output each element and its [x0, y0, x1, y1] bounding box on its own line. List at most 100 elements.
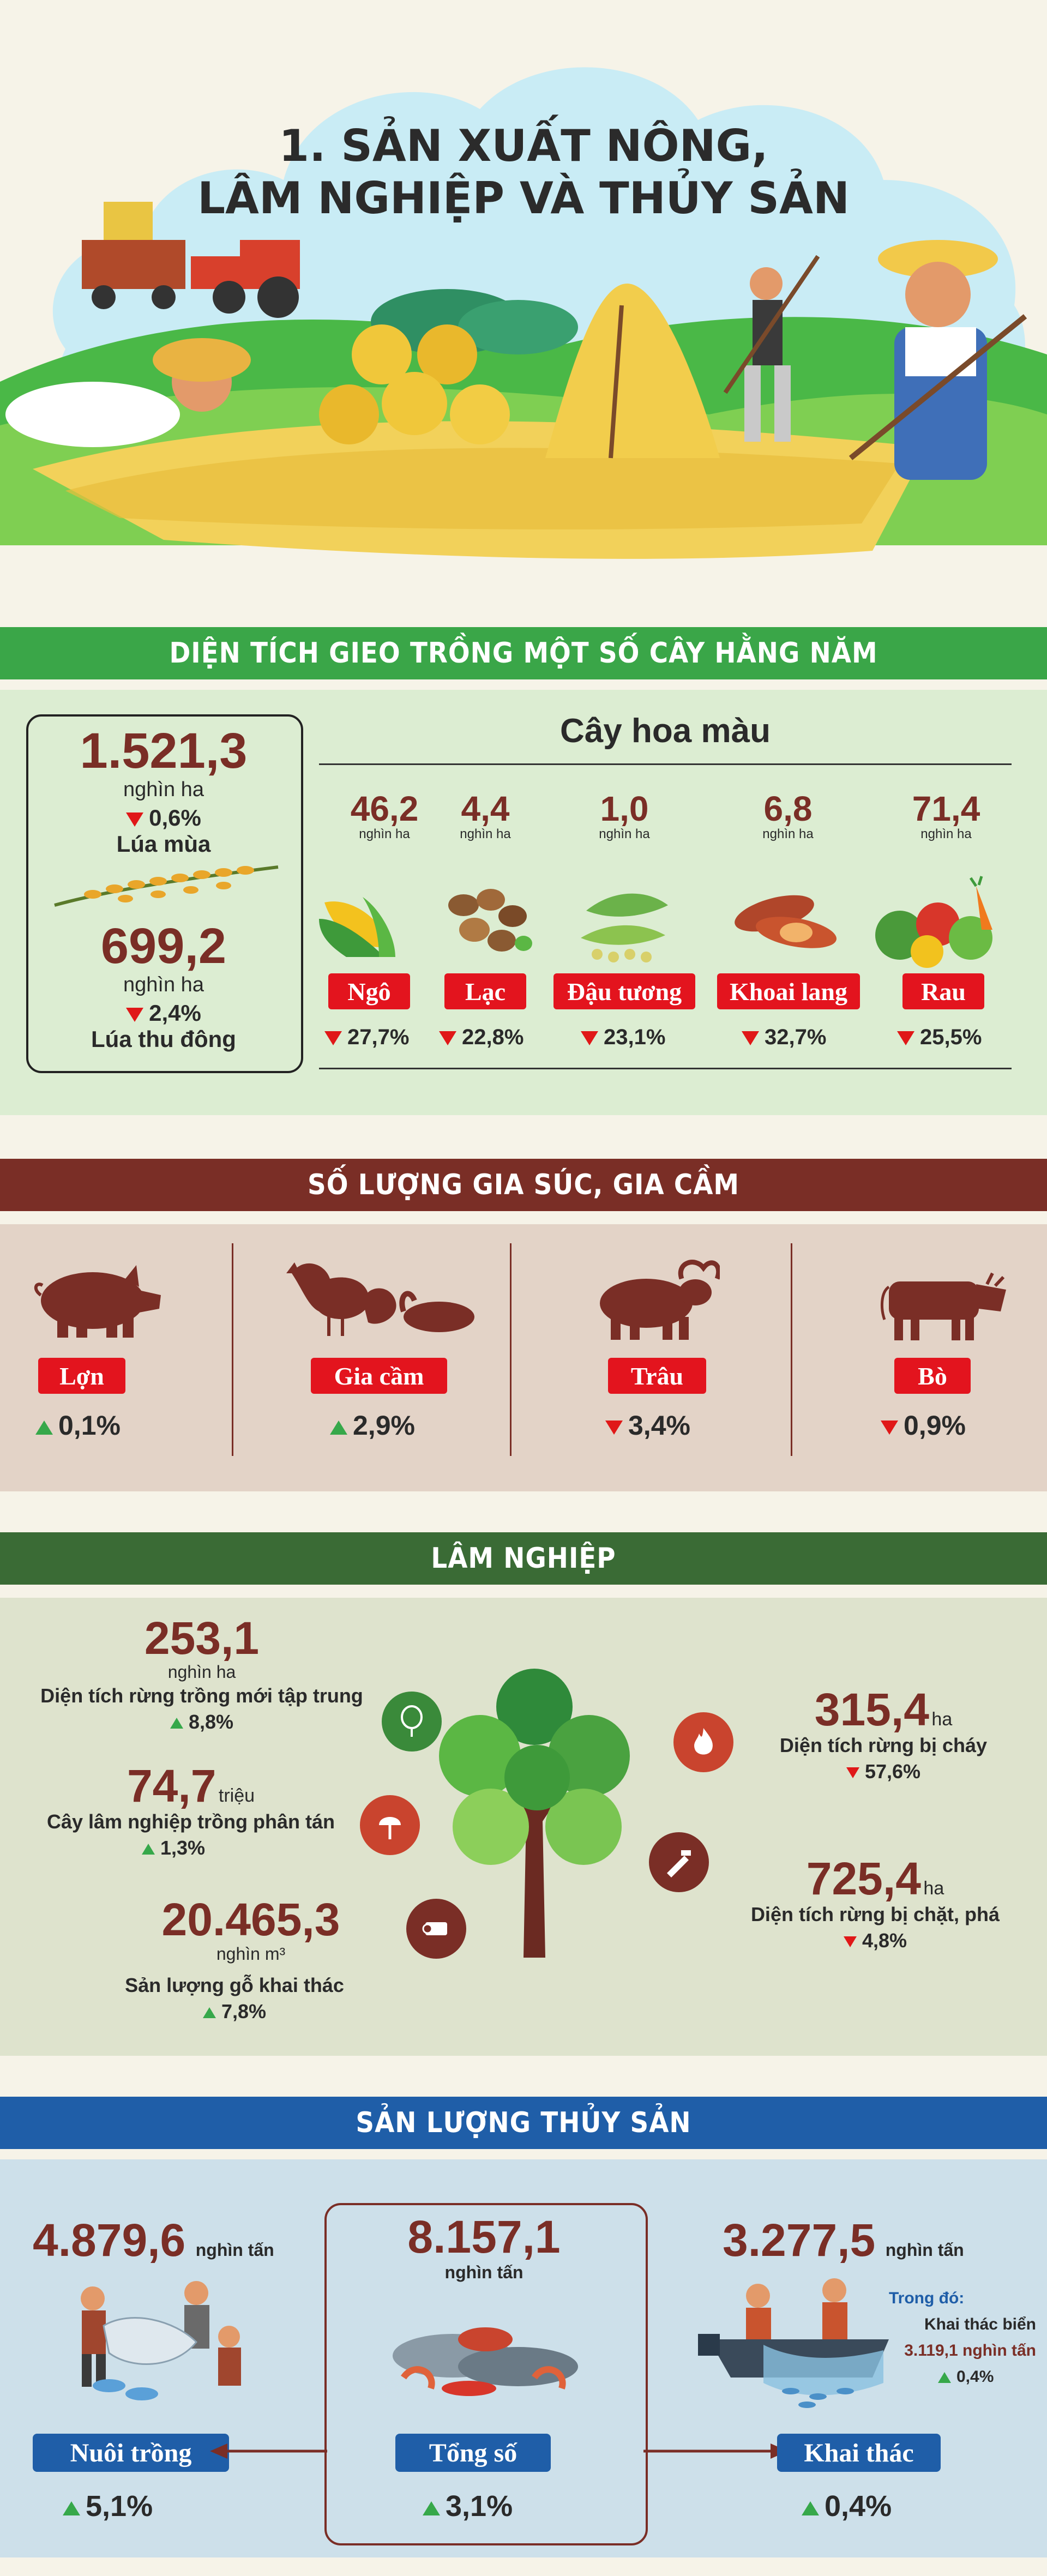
increase-arrow-icon	[330, 1420, 347, 1435]
burned-label: Diện tích rừng bị cháy	[779, 1734, 988, 1756]
livestock-change: 3,4%	[628, 1410, 690, 1441]
crop-name: Đậu tương	[567, 977, 682, 1006]
planted-label: Diện tích rừng trồng mới tập trung	[40, 1684, 363, 1707]
crop-unit: nghìn ha	[920, 827, 972, 841]
poultry-icon	[286, 1262, 474, 1336]
lua-thu-dong-name: Lúa thu đông	[91, 1026, 236, 1052]
planted-unit: nghìn ha	[167, 1662, 236, 1682]
fishery-section: 4.879,6 nghìn tấn Nuôi trồng 5,1% 8.157,…	[0, 2159, 1047, 2557]
catch-value: 3.277,5	[723, 2214, 876, 2266]
lua-mua-change: 0,6%	[149, 805, 201, 830]
crop-value: 6,8	[763, 789, 813, 828]
livestock-name: Bò	[918, 1362, 947, 1390]
livestock-label-lon: Lợn	[38, 1358, 125, 1394]
soybean-icon	[581, 893, 668, 962]
crop-unit: nghìn ha	[762, 827, 814, 841]
decrease-arrow-icon	[897, 1031, 914, 1046]
scattered-change: 1,3%	[160, 1837, 206, 1859]
hoa-mau-title: Cây hoa màu	[560, 712, 771, 750]
crop-value: 46,2	[350, 789, 419, 828]
lua-mua-name: Lúa mùa	[116, 831, 211, 857]
increase-arrow-icon	[802, 2501, 819, 2515]
decrease-arrow-icon	[439, 1031, 456, 1046]
cow-icon	[881, 1272, 1006, 1340]
corn-icon	[319, 897, 395, 957]
burned-unit: ha	[931, 1709, 953, 1730]
decrease-arrow-icon	[881, 1420, 898, 1435]
sweet-potato-icon	[735, 895, 837, 948]
livestock-divider	[791, 1243, 792, 1456]
burned-change: 57,6%	[864, 1760, 921, 1783]
decrease-arrow-icon	[742, 1031, 759, 1046]
fishery-banner-text: SẢN LƯỢNG THỦY SẢN	[356, 2106, 691, 2139]
decrease-arrow-icon	[605, 1420, 623, 1435]
livestock-change: 0,1%	[58, 1410, 121, 1441]
rice-card	[26, 714, 303, 1073]
crops-section: 1.521,3 nghìn ha 0,6% Lúa mùa 699,2 nghì…	[0, 690, 1047, 1115]
crop-value: 71,4	[912, 789, 980, 828]
crops-banner-text: DIỆN TÍCH GIEO TRỒNG MỘT SỐ CÂY HẰNG NĂM	[169, 637, 878, 670]
livestock-label-trau: Trâu	[608, 1358, 706, 1394]
livestock-divider	[232, 1243, 233, 1456]
crop-value: 1,0	[600, 789, 649, 828]
tree-icon	[439, 1669, 630, 1958]
increase-arrow-icon	[170, 1718, 183, 1729]
crop-label-dau-tuong: Đậu tương	[553, 973, 695, 1009]
crop-value: 4,4	[461, 789, 510, 828]
cleared-change: 4,8%	[862, 1929, 907, 1952]
forestry-banner-text: LÂM NGHIỆP	[431, 1542, 616, 1575]
livestock-section: Lợn 0,1% Gia cầm 2,9% Trâu 3,4% Bò 0,9%	[0, 1224, 1047, 1491]
crop-label-rau: Rau	[902, 973, 984, 1009]
livestock-banner: SỐ LƯỢNG GIA SÚC, GIA CẦM	[0, 1159, 1047, 1211]
pig-icon	[34, 1265, 161, 1338]
timber-change: 7,8%	[221, 2000, 267, 2023]
scattered-label: Cây lâm nghiệp trồng phân tán	[46, 1810, 335, 1833]
forestry-banner: LÂM NGHIỆP	[0, 1532, 1047, 1585]
catch-sea-value: 3.119,1 nghìn tấn	[904, 2342, 1036, 2360]
crop-name: Khoai lang	[729, 977, 847, 1006]
planting-icon	[382, 1692, 442, 1752]
increase-arrow-icon	[63, 2501, 80, 2515]
catch-label: Khai thác	[777, 2434, 941, 2472]
seafood-icon	[393, 2327, 578, 2396]
decrease-arrow-icon	[126, 812, 144, 827]
increase-arrow-icon	[423, 2501, 440, 2515]
aqua-change: 5,1%	[86, 2490, 153, 2523]
increase-arrow-icon	[142, 1844, 155, 1855]
catch-unit: nghìn tấn	[885, 2240, 964, 2260]
scattered-unit: triệu	[218, 1785, 255, 1806]
livestock-name: Lợn	[59, 1362, 104, 1390]
livestock-change: 0,9%	[904, 1410, 966, 1441]
page-title: 1. SẢN XUẤT NÔNG, LÂM NGHIỆP VÀ THỦY SẢN	[164, 120, 883, 225]
peanut-icon	[448, 889, 532, 952]
hoa-mau-bottom-line	[319, 1068, 1012, 1069]
page-title-line2: LÂM NGHIỆP VÀ THỦY SẢN	[197, 173, 850, 224]
crop-unit: nghìn ha	[460, 827, 511, 841]
aqua-value: 4.879,6	[33, 2214, 186, 2266]
aquaculture-icon	[81, 2281, 241, 2400]
buffalo-icon	[600, 1260, 720, 1340]
total-value: 8.157,1	[407, 2211, 561, 2262]
crop-change: 22,8%	[462, 1025, 524, 1049]
cleared-unit: ha	[923, 1878, 944, 1899]
page-title-line1: 1. SẢN XUẤT NÔNG,	[279, 121, 768, 171]
decrease-arrow-icon	[846, 1767, 859, 1779]
lua-thu-dong-unit: nghìn ha	[123, 973, 204, 996]
timber-value: 20.465,3	[161, 1894, 340, 1945]
total-card	[324, 2203, 648, 2545]
arrow-left-icon	[210, 2443, 327, 2459]
arrow-right-icon	[643, 2443, 788, 2459]
crop-name: Rau	[921, 977, 966, 1006]
crop-label-khoai-lang: Khoai lang	[717, 973, 860, 1009]
crop-change: 23,1%	[604, 1025, 666, 1049]
lua-mua-value: 1.521,3	[80, 723, 248, 779]
timber-icon	[406, 1899, 466, 1959]
crop-name: Ngô	[347, 977, 391, 1006]
timber-unit: nghìn m³	[216, 1944, 286, 1964]
livestock-label-bo: Bò	[894, 1358, 971, 1394]
catch-name: Khai thác	[804, 2438, 914, 2467]
total-change: 3,1%	[446, 2490, 513, 2523]
burned-value: 315,4	[814, 1684, 929, 1735]
rice-stalk-icon	[54, 865, 279, 907]
livestock-banner-text: SỐ LƯỢNG GIA SÚC, GIA CẦM	[308, 1169, 739, 1201]
